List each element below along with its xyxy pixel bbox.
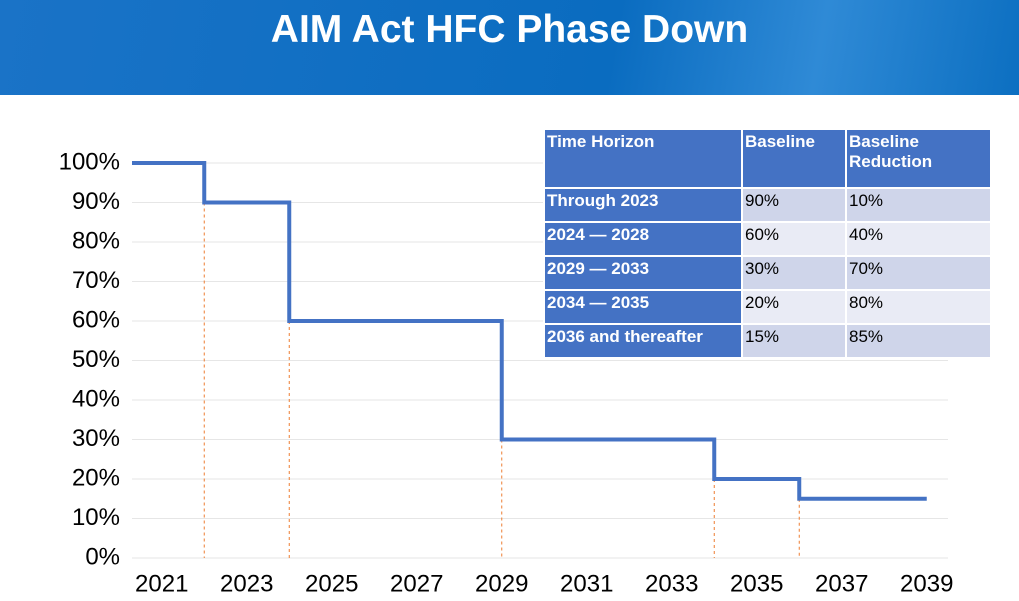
y-tick-label: 70% — [72, 267, 120, 294]
y-tick-label: 30% — [72, 425, 120, 452]
column-header: Baseline Reduction — [845, 128, 992, 189]
column-header: Time Horizon — [543, 128, 743, 189]
x-tick-label: 2025 — [305, 570, 358, 597]
table-cell: 2029 — 2033 — [543, 255, 743, 291]
step-line — [132, 161, 927, 501]
table-row: 2029 — 2033 30% 70% — [543, 255, 992, 291]
y-tick-label: 80% — [72, 227, 120, 254]
table-cell: 20% — [741, 289, 847, 325]
x-tick-label: 2037 — [815, 570, 868, 597]
table-cell: 70% — [845, 255, 992, 291]
table-cell: 85% — [845, 323, 992, 359]
x-tick-label: 2039 — [900, 570, 953, 597]
x-tick-label: 2021 — [135, 570, 188, 597]
y-tick-label: 40% — [72, 385, 120, 412]
table-cell: 60% — [741, 221, 847, 257]
y-tick-label: 50% — [72, 346, 120, 373]
header: AIM Act HFC Phase Down — [0, 0, 1019, 95]
x-tick-label: 2035 — [730, 570, 783, 597]
table-cell: 15% — [741, 323, 847, 359]
table-cell: 10% — [845, 187, 992, 223]
title: AIM Act HFC Phase Down — [270, 8, 749, 51]
y-tick-label: 0% — [85, 543, 120, 570]
y-tick-label: 60% — [72, 306, 120, 333]
column-header: Baseline — [741, 128, 847, 189]
x-tick-label: 2029 — [475, 570, 528, 597]
table-cell: 30% — [741, 255, 847, 291]
table-cell: 2034 — 2035 — [543, 289, 743, 325]
table-row: 2036 and thereafter 15% 85% — [543, 323, 992, 359]
x-tick-label: 2033 — [645, 570, 698, 597]
x-tick-label: 2027 — [390, 570, 443, 597]
y-tick-label: 100% — [59, 148, 120, 175]
y-tick-label: 10% — [72, 504, 120, 531]
table-cell: Through 2023 — [543, 187, 743, 223]
table-row: 2034 — 2035 20% 80% — [543, 289, 992, 325]
table-header: Time Horizon Baseline Baseline Reduction — [543, 128, 992, 189]
x-tick-label: 2023 — [220, 570, 273, 597]
table-row: 2024 — 2028 60% 40% — [543, 221, 992, 257]
table-cell: 80% — [845, 289, 992, 325]
table-cell: 2036 and thereafter — [543, 323, 743, 359]
y-tick-label: 90% — [72, 188, 120, 215]
table-cell: 2024 — 2028 — [543, 221, 743, 257]
table-row: Through 2023 90% 10% — [543, 187, 992, 223]
x-tick-label: 2031 — [560, 570, 613, 597]
table-cell: 40% — [845, 221, 992, 257]
table-cell: 90% — [741, 187, 847, 223]
table: Time Horizon Baseline Baseline Reduction… — [543, 128, 992, 359]
y-tick-label: 20% — [72, 464, 120, 491]
